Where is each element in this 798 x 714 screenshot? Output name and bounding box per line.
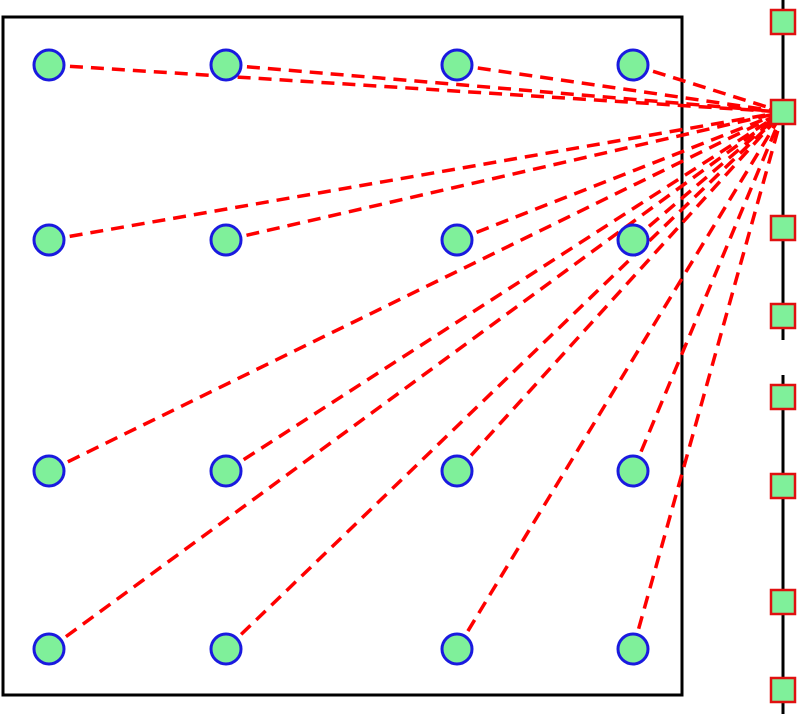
sensor-icon <box>769 383 797 411</box>
node-icon <box>209 632 243 666</box>
node-icon <box>616 632 650 666</box>
link-r1-c1 <box>48 63 784 114</box>
link-r2-c1 <box>48 110 784 242</box>
node-icon <box>440 223 474 257</box>
link-r3-c1 <box>48 110 784 473</box>
link-r3-c4 <box>631 111 785 472</box>
link-r2-c3 <box>456 110 784 242</box>
node-icon <box>440 454 474 488</box>
link-r2-c2 <box>225 110 784 242</box>
node-icon <box>616 223 650 257</box>
sensor-icon <box>769 588 797 616</box>
sensor-icon <box>769 676 797 704</box>
connection-links <box>47 63 785 651</box>
sensor-icon <box>769 214 797 242</box>
link-r4-c1 <box>47 110 785 651</box>
sensor-icon <box>769 302 797 330</box>
link-r1-c4 <box>632 63 784 114</box>
node-icon <box>616 454 650 488</box>
node-icon <box>616 48 650 82</box>
link-r1-c2 <box>225 63 784 114</box>
node-icon <box>32 454 66 488</box>
link-r4-c4 <box>631 111 785 650</box>
node-icon <box>440 48 474 82</box>
node-icon <box>209 223 243 257</box>
node-icon <box>32 632 66 666</box>
active-sensor-icon <box>769 98 797 126</box>
node-icon <box>32 48 66 82</box>
node-icon <box>209 454 243 488</box>
grid-frame <box>1 15 684 697</box>
link-r2-c4 <box>631 110 785 242</box>
rail-sensors <box>769 8 797 704</box>
link-r4-c2 <box>224 110 785 651</box>
link-r3-c3 <box>455 110 785 473</box>
node-icon <box>32 223 66 257</box>
link-r3-c2 <box>225 110 784 473</box>
node-icon <box>209 48 243 82</box>
link-r1-c3 <box>456 63 784 114</box>
sensor-icon <box>769 472 797 500</box>
node-icon <box>440 632 474 666</box>
sensor-icon <box>769 8 797 36</box>
grid-nodes <box>32 48 650 666</box>
